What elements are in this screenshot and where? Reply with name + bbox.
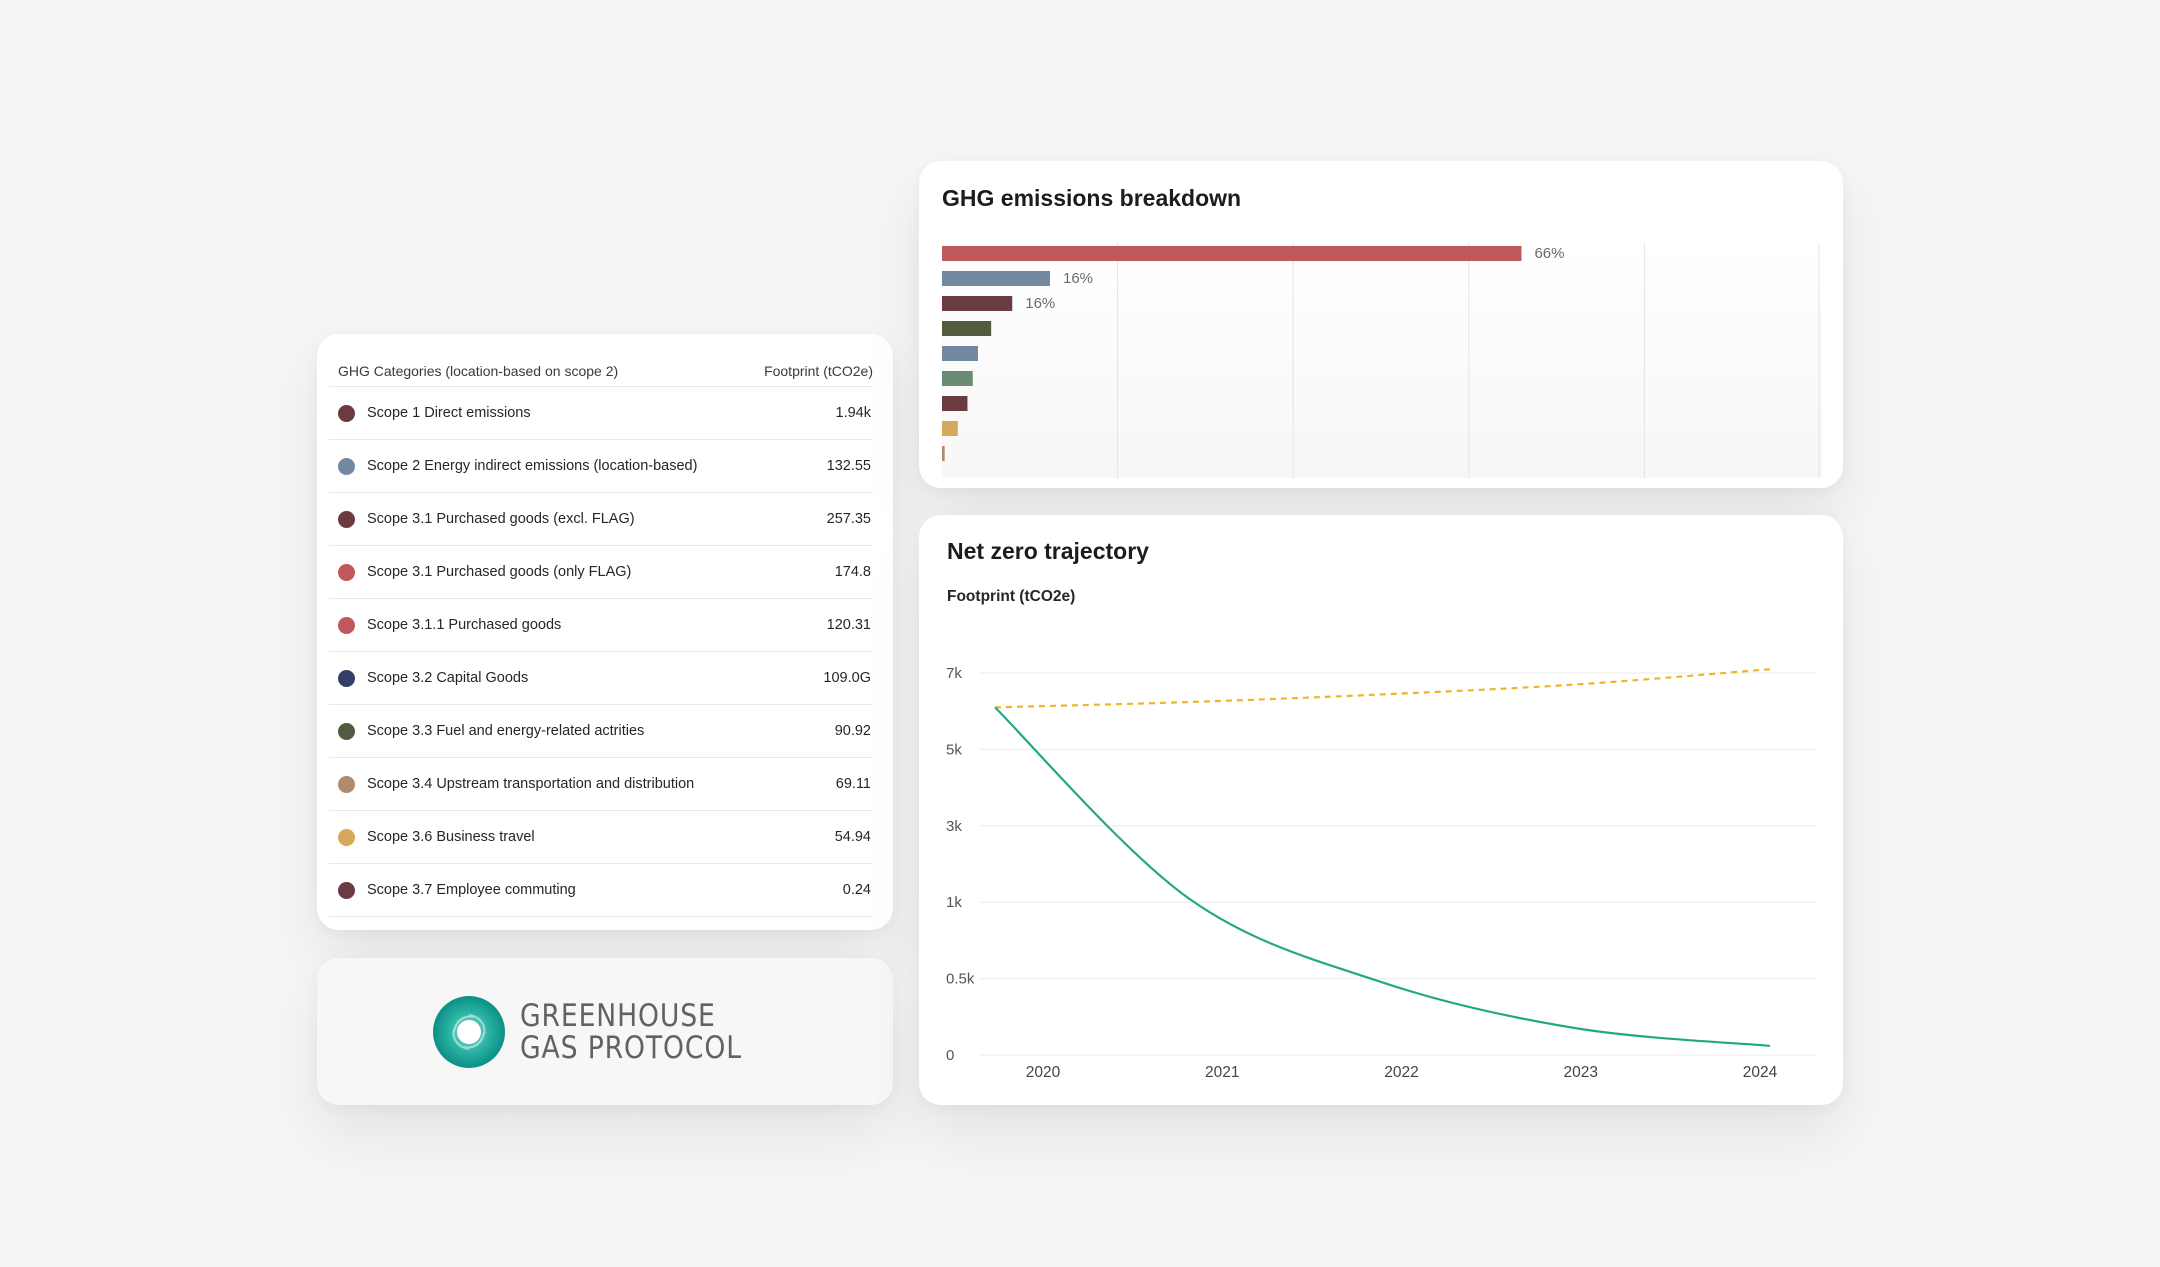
logo-line-1: GREENHOUSE (519, 997, 716, 1034)
ghg-protocol-logo-card: GREENHOUSE GAS PROTOCOL (317, 958, 893, 1105)
x-tick-label: 2022 (1384, 1064, 1418, 1081)
footprint-value: 69.11 (835, 776, 871, 792)
table-header: GHG Categories (location-based on scope … (329, 356, 873, 387)
header-footprint: Footprint (tCO2e) (764, 363, 873, 379)
category-label: Scope 3.1.1 Purchased goods (367, 617, 562, 633)
x-tick-label: 2020 (1026, 1064, 1061, 1081)
category-label: Scope 3.1 Purchased goods (only FLAG) (367, 564, 632, 580)
table-row: Scope 1 Direct emissions 1.94k (329, 387, 873, 440)
category-label: Scope 3.3 Fuel and energy-related actrit… (367, 723, 645, 739)
trajectory-y-label: Footprint (tCO2e) (947, 588, 1076, 605)
y-tick-label: 7k (946, 665, 962, 682)
table-row: Scope 3.1.1 Purchased goods 120.31 (329, 599, 873, 652)
table-row: Scope 2 Energy indirect emissions (locat… (329, 440, 873, 493)
ghg-categories-table-card: GHG Categories (location-based on scope … (317, 334, 893, 930)
net-zero-trajectory-line (994, 706, 1771, 1047)
breakdown-bar (942, 371, 973, 386)
category-label: Scope 3.1 Purchased goods (excl. FLAG) (367, 511, 635, 527)
breakdown-title: GHG emissions breakdown (942, 185, 1242, 211)
emissions-breakdown-card: GHG emissions breakdown 66% 16% 16% (919, 161, 1843, 488)
breakdown-bar (942, 321, 992, 336)
category-color-dot (338, 669, 355, 687)
x-tick-label: 2024 (1743, 1064, 1778, 1081)
category-color-dot (338, 616, 355, 634)
emissions-breakdown-chart: 66% 16% 16% (942, 243, 1822, 478)
footprint-value: 90.92 (834, 723, 871, 739)
bar-value-label: 16% (1025, 295, 1055, 312)
footprint-value: 1.94k (835, 405, 871, 421)
category-color-dot (338, 775, 355, 793)
y-tick-label: 0 (946, 1047, 954, 1064)
category-label: Scope 3.2 Capital Goods (367, 670, 529, 686)
category-label: Scope 1 Direct emissions (367, 405, 531, 421)
category-color-dot (338, 563, 355, 581)
category-color-dot (338, 457, 355, 475)
baseline-trajectory-line (994, 668, 1771, 709)
table-row: Scope 3.4 Upstream transportation and di… (329, 758, 873, 811)
net-zero-trajectory-chart: 0 0.5k 1k 3k 5k 7k 2020 2021 2022 2023 2024 (946, 665, 1816, 1081)
table-row: Scope 3.7 Employee commuting 0.24 (329, 864, 873, 917)
x-tick-label: 2023 (1564, 1064, 1598, 1081)
bar-value-label: 16% (1063, 270, 1093, 287)
category-color-dot (338, 881, 355, 899)
category-label: Scope 3.4 Upstream transportation and di… (367, 776, 695, 792)
category-color-dot (338, 510, 355, 528)
footprint-value: 132.55 (826, 458, 871, 474)
breakdown-bar (942, 421, 958, 436)
table-row: Scope 3.1 Purchased goods (excl. FLAG) 25… (329, 493, 873, 546)
breakdown-bar (942, 271, 1050, 286)
category-color-dot (338, 828, 355, 846)
breakdown-bar (942, 246, 1522, 261)
x-tick-label: 2021 (1205, 1064, 1239, 1081)
table-row: Scope 3.2 Capital Goods 109.0G (329, 652, 873, 705)
table-body: Scope 1 Direct emissions 1.94k Scope 2 Ene… (329, 387, 873, 917)
ghg-protocol-logo-text: GREENHOUSE GAS PROTOCOL (520, 1000, 742, 1064)
breakdown-bar (942, 446, 945, 461)
footprint-value: 257.35 (826, 511, 871, 527)
y-tick-label: 1k (946, 894, 962, 911)
breakdown-bar (942, 346, 978, 361)
category-color-dot (338, 722, 355, 740)
breakdown-bar (942, 296, 1013, 311)
footprint-value: 120.31 (826, 617, 871, 633)
table-row: Scope 3.3 Fuel and energy-related actrit… (329, 705, 873, 758)
trajectory-title: Net zero trajectory (947, 538, 1149, 564)
ghg-protocol-logo-icon (432, 995, 505, 1068)
footprint-value: 0.24 (842, 882, 871, 898)
breakdown-bar (942, 396, 968, 411)
bar-value-label: 66% (1534, 245, 1564, 262)
y-tick-label: 3k (946, 818, 962, 835)
table-row: Scope 3.1 Purchased goods (only FLAG) 174… (329, 546, 873, 599)
footprint-value: 109.0G (823, 670, 871, 686)
category-color-dot (338, 404, 355, 422)
footprint-value: 174.8 (834, 564, 871, 580)
y-tick-label: 5k (946, 741, 962, 758)
category-label: Scope 3.6 Business travel (367, 829, 535, 845)
category-label: Scope 2 Energy indirect emissions (locat… (367, 458, 698, 474)
table-row: Scope 3.6 Business travel 54.94 (329, 811, 873, 864)
y-tick-label: 0.5k (946, 971, 975, 988)
category-label: Scope 3.7 Employee commuting (367, 882, 576, 898)
logo-line-2: GAS PROTOCOL (519, 1029, 742, 1066)
footprint-value: 54.94 (834, 829, 871, 845)
header-category: GHG Categories (location-based on scope … (338, 363, 619, 379)
